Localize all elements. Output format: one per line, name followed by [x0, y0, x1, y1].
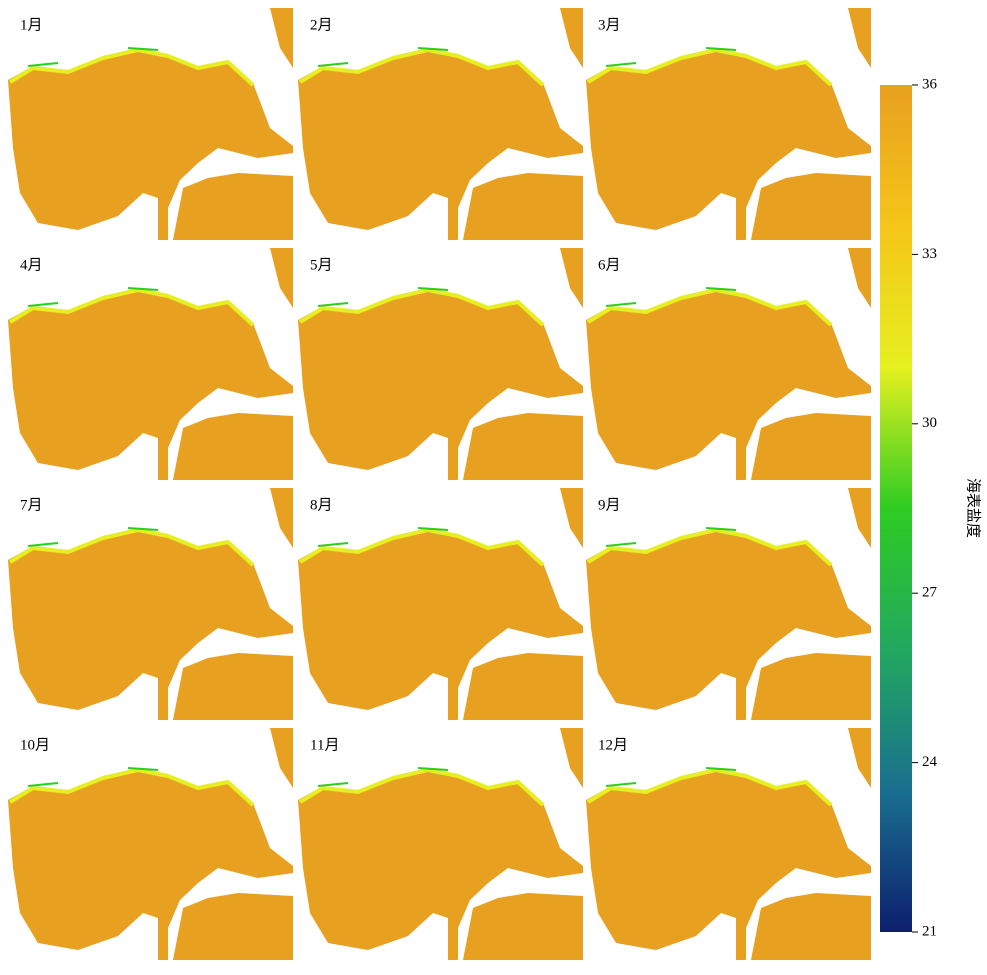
- florida: [560, 488, 583, 548]
- map-panel: 3月: [586, 8, 871, 240]
- florida: [848, 728, 871, 788]
- florida: [848, 488, 871, 548]
- month-label: 3月: [598, 17, 621, 33]
- colorbar-tick-label: 30: [922, 415, 937, 431]
- map-panel: 6月: [586, 248, 871, 480]
- map-panel: 10月: [8, 728, 293, 960]
- map-panel: 12月: [586, 728, 871, 960]
- florida: [848, 8, 871, 68]
- map-panel: 8月: [298, 488, 583, 720]
- map-panel: 2月: [298, 8, 583, 240]
- map-panel: 1月: [8, 8, 293, 240]
- sea-area: [463, 173, 583, 240]
- florida: [270, 728, 293, 788]
- sea-area: [751, 413, 871, 480]
- colorbar: [880, 85, 912, 932]
- map-panel: 9月: [586, 488, 871, 720]
- sea-area: [463, 653, 583, 720]
- month-label: 4月: [20, 257, 43, 273]
- month-label: 10月: [20, 737, 50, 753]
- colorbar-tick-label: 33: [922, 246, 937, 262]
- month-label: 9月: [598, 497, 621, 513]
- map-panel: 5月: [298, 248, 583, 480]
- month-label: 7月: [20, 497, 43, 513]
- sea-area: [751, 173, 871, 240]
- sea-area: [173, 893, 293, 960]
- colorbar-label: 海表盐度: [965, 478, 982, 538]
- sea-area: [751, 653, 871, 720]
- colorbar-tick-label: 24: [922, 754, 938, 770]
- sea-area: [173, 413, 293, 480]
- florida: [270, 8, 293, 68]
- sea-area: [173, 173, 293, 240]
- figure: 1月 2月 3月 4月 5月 6月 7月 8月 9月 10月 11月 12月 21 24 27 30 33 36 海…: [0, 0, 987, 970]
- map-panel: 7月: [8, 488, 293, 720]
- month-label: 1月: [20, 17, 43, 33]
- month-label: 6月: [598, 257, 621, 273]
- florida: [848, 248, 871, 308]
- map-panel: 11月: [298, 728, 583, 960]
- sea-area: [173, 653, 293, 720]
- colorbar-tick-label: 21: [922, 923, 937, 939]
- map-panel: 4月: [8, 248, 293, 480]
- month-label: 11月: [310, 737, 339, 753]
- month-label: 12月: [598, 737, 628, 753]
- florida: [560, 248, 583, 308]
- colorbar-tick-label: 36: [922, 76, 938, 92]
- sea-area: [751, 893, 871, 960]
- florida: [270, 488, 293, 548]
- florida: [560, 8, 583, 68]
- month-label: 5月: [310, 257, 333, 273]
- month-label: 8月: [310, 497, 333, 513]
- sea-area: [463, 413, 583, 480]
- sea-area: [463, 893, 583, 960]
- month-label: 2月: [310, 17, 333, 33]
- florida: [560, 728, 583, 788]
- florida: [270, 248, 293, 308]
- colorbar-tick-label: 27: [922, 585, 938, 601]
